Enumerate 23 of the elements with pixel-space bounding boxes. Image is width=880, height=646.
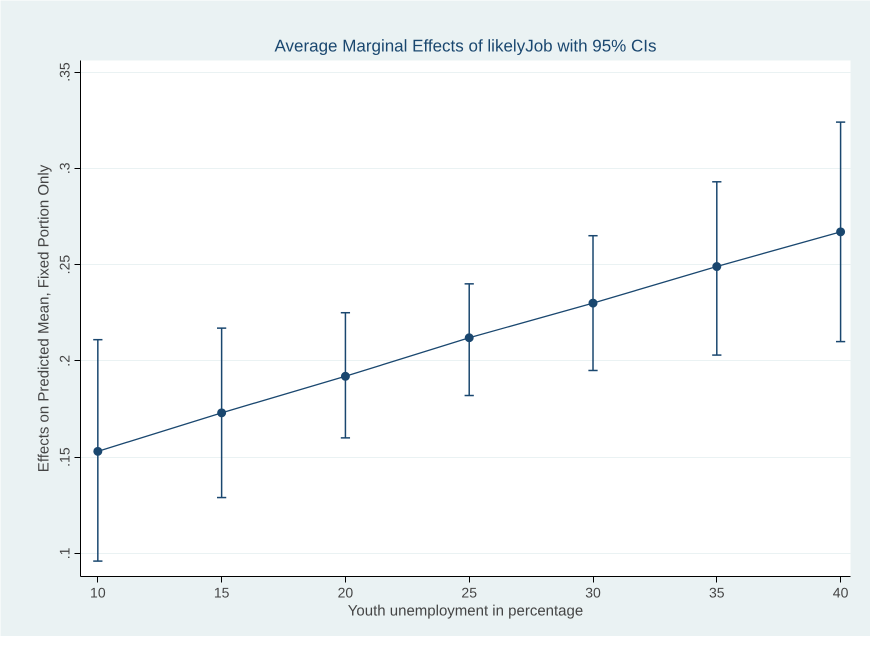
point bbox=[340, 372, 350, 381]
y-tick-label: .3 bbox=[56, 162, 72, 174]
y-tick-label: .25 bbox=[56, 254, 72, 274]
point bbox=[464, 333, 474, 342]
x-tick-label: 40 bbox=[832, 584, 849, 600]
point bbox=[836, 227, 846, 236]
y-tick-label: .1 bbox=[56, 547, 72, 560]
x-tick-label: 15 bbox=[214, 584, 230, 600]
x-axis-title: Youth unemployment in percentage bbox=[348, 602, 584, 620]
y-axis-title: Effects on Predicted Mean, Fixed Portion Only bbox=[36, 164, 52, 472]
point bbox=[217, 408, 226, 418]
point bbox=[588, 298, 598, 308]
x-tick-label: 10 bbox=[90, 584, 106, 600]
y-tick-label: .35 bbox=[56, 62, 72, 82]
x-tick-label: 35 bbox=[709, 584, 725, 600]
point bbox=[93, 446, 102, 456]
y-tick-label: .2 bbox=[56, 354, 72, 367]
x-tick-label: 25 bbox=[461, 584, 478, 600]
x-tick-label: 20 bbox=[338, 584, 354, 600]
chart-title: Average Marginal Effects of likelyJob with 95% CIs bbox=[274, 36, 657, 56]
x-tick-label: 30 bbox=[585, 584, 602, 600]
point bbox=[712, 262, 722, 272]
y-tick-label: .15 bbox=[56, 447, 72, 467]
